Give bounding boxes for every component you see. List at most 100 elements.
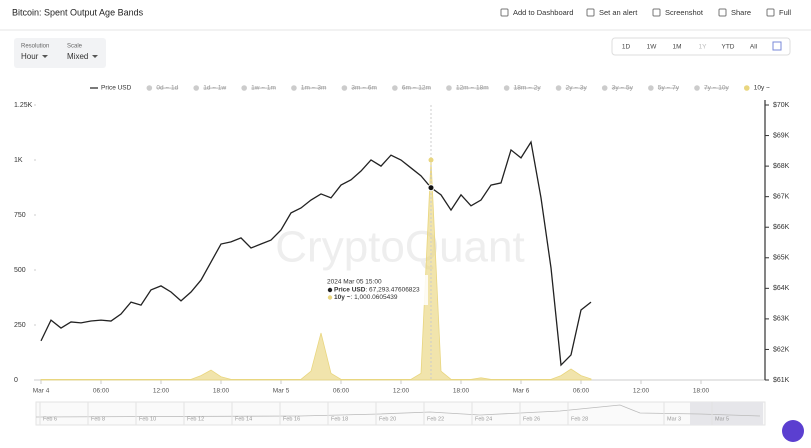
- range-buttons: 1D 1W 1M 1Y YTD All: [622, 44, 758, 51]
- navigator-label: Mar 3: [667, 416, 681, 422]
- range-button[interactable]: 1W: [647, 44, 658, 51]
- range-box: [611, 37, 791, 56]
- action-icon: [500, 8, 509, 17]
- y-tick-label: 1.25K: [14, 102, 33, 109]
- navigator-label: Feb 16: [283, 416, 300, 422]
- x-tick-label: 12:00: [153, 388, 170, 395]
- legend-entry[interactable]: 3m ~ 6m: [351, 85, 376, 92]
- resolution-label: Resolution: [21, 44, 49, 50]
- y-tick-label: 0: [14, 377, 18, 384]
- chat-button[interactable]: [782, 420, 804, 442]
- y2-tick-label: $68K: [773, 163, 790, 170]
- y2-tick-label: $70K: [773, 102, 790, 109]
- tooltip-value: : 67,293.47606823: [365, 287, 420, 294]
- x-tick-label: 18:00: [453, 388, 470, 395]
- navigator-label: Feb 26: [523, 416, 540, 422]
- legend-entry[interactable]: 12m ~ 18m: [456, 85, 489, 92]
- hover-point: [428, 157, 434, 163]
- legend-entry[interactable]: 2y ~ 3y: [566, 85, 588, 92]
- navigator-label: Feb 24: [475, 416, 492, 422]
- tooltip-label: Price USD: [334, 287, 366, 294]
- x-tick-label: 12:00: [393, 388, 410, 395]
- action-icon: [718, 8, 727, 17]
- y2-tick-label: $65K: [773, 255, 790, 262]
- y2-tick-label: $66K: [773, 224, 790, 231]
- range-button[interactable]: All: [750, 44, 758, 51]
- legend-swatch: [392, 85, 398, 91]
- y2-tick-label: $61K: [773, 377, 790, 384]
- navigator-label: Feb 28: [571, 416, 588, 422]
- legend-entry[interactable]: 10y ~: [754, 85, 770, 92]
- scale-label: Scale: [67, 44, 83, 50]
- legend-entry[interactable]: 5y ~ 7y: [658, 85, 680, 92]
- calendar-icon[interactable]: [772, 41, 782, 51]
- legend-entry[interactable]: 0d ~ 1d: [156, 85, 178, 92]
- scale-select[interactable]: Mixed: [67, 52, 88, 61]
- navigator-label: Feb 22: [427, 416, 444, 422]
- dropdown-arrow: [42, 55, 48, 58]
- legend: Price USD 0d ~ 1d 1d ~ 1w 1w ~ 1m 1m ~ 3m 3m …: [90, 85, 770, 92]
- y2-tick-label: $67K: [773, 194, 790, 201]
- y-tick-label: 750: [14, 212, 26, 219]
- line: [40, 140, 592, 367]
- range-button[interactable]: 1D: [622, 44, 631, 51]
- range-button[interactable]: 1M: [672, 44, 681, 51]
- legend-swatch: [503, 85, 510, 91]
- action-icon: [652, 8, 661, 17]
- plot: 0 250 500 750 1K 1.25K $61K $62K $63K $64K $65K $66…: [14, 100, 790, 395]
- legend-swatch: [193, 85, 200, 91]
- legend-swatch: [446, 85, 452, 91]
- x-tick-label: 18:00: [693, 388, 710, 395]
- legend-entry[interactable]: 18m ~ 2y: [514, 85, 542, 92]
- navigator-label: Feb 8: [91, 416, 105, 422]
- page-title: Bitcoin: Spent Output Age Bands: [12, 7, 144, 17]
- legend-swatch: [601, 85, 608, 91]
- legend-entry[interactable]: 3y ~ 5y: [612, 85, 634, 92]
- legend-entry[interactable]: 1m ~ 3m: [301, 85, 326, 92]
- navigator-label: Feb 6: [43, 416, 57, 422]
- navigator-window[interactable]: [690, 402, 763, 425]
- legend-swatch: [341, 85, 348, 91]
- x-tick-label: 06:00: [573, 388, 590, 395]
- tooltip-label: 10y ~: [334, 294, 351, 301]
- legend-entry[interactable]: Price USD: [101, 85, 132, 92]
- x-tick-label: Mar 6: [513, 388, 530, 395]
- legend-swatch: [241, 85, 247, 91]
- legend-swatch: [694, 85, 700, 91]
- legend-swatch: [291, 85, 297, 91]
- legend-entry[interactable]: 7y ~ 10y: [704, 85, 730, 92]
- action-button[interactable]: Full: [779, 8, 791, 17]
- y2-tick-label: $64K: [773, 285, 790, 292]
- navigator-label: Feb 10: [139, 416, 156, 422]
- action-icon: [766, 8, 775, 17]
- y2-tick-label: $62K: [773, 346, 790, 353]
- legend-entry[interactable]: 1d ~ 1w: [203, 85, 226, 92]
- legend-entry[interactable]: 1w ~ 1m: [251, 85, 276, 92]
- legend-swatch: [648, 85, 654, 91]
- legend-swatch: [743, 85, 750, 91]
- area: [40, 159, 592, 381]
- action-button[interactable]: Share: [731, 8, 751, 17]
- range-button[interactable]: YTD: [722, 44, 735, 51]
- tooltip-swatch: [327, 287, 333, 293]
- tooltip-box: [322, 275, 428, 305]
- action-icon: [586, 8, 595, 17]
- y-tick-label: 500: [14, 267, 26, 274]
- action-button[interactable]: Set an alert: [599, 8, 638, 17]
- navigator-label: Feb 18: [331, 416, 348, 422]
- action-button[interactable]: Screenshot: [665, 8, 704, 17]
- x-tick-label: 18:00: [213, 388, 230, 395]
- legend-entry[interactable]: 6m ~ 12m: [402, 85, 431, 92]
- header-actions: Add to Dashboard Set an alert Screenshot Sh…: [500, 8, 791, 17]
- action-button[interactable]: Add to Dashboard: [513, 8, 573, 17]
- range-button[interactable]: 1Y: [699, 44, 708, 51]
- x-tick-label: 06:00: [333, 388, 350, 395]
- resolution-select[interactable]: Hour: [21, 52, 39, 61]
- tooltip-swatch: [327, 295, 333, 300]
- controls-box: [14, 38, 106, 68]
- navigator-label: Mar 5: [715, 416, 729, 422]
- x-tick-label: Mar 5: [273, 388, 290, 395]
- x-tick-label: Mar 4: [33, 388, 50, 395]
